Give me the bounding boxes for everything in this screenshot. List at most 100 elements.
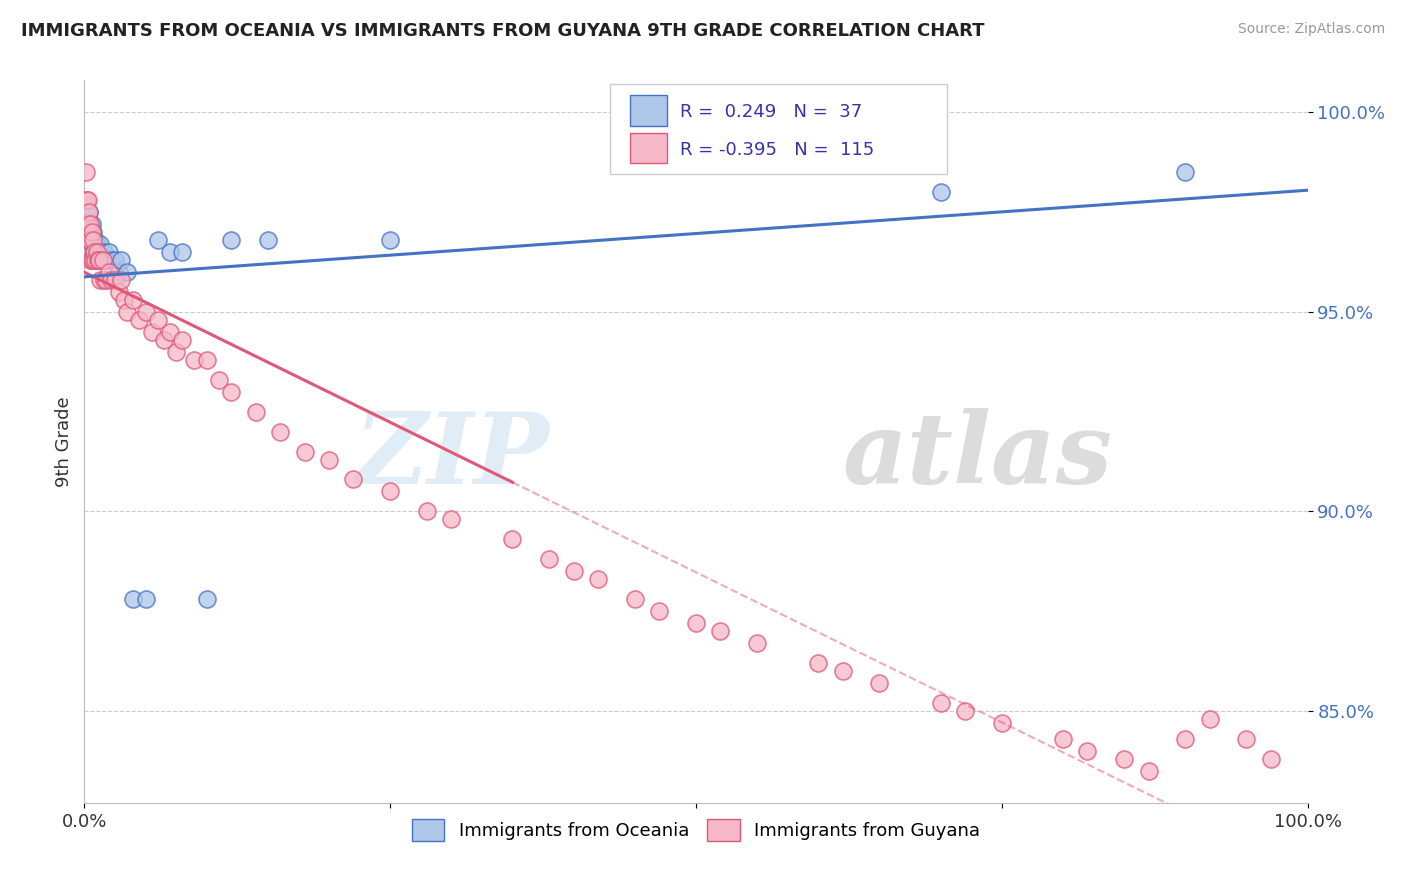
- Text: atlas: atlas: [842, 408, 1112, 504]
- Point: [75, 205, 97, 219]
- Point: [82, 252, 104, 267]
- Point: [195, 592, 218, 607]
- Point: [107, 285, 129, 299]
- Point: [219, 384, 242, 399]
- Point: [83, 244, 105, 259]
- Point: [84, 233, 107, 247]
- Point: [1076, 744, 1098, 758]
- Point: [502, 533, 524, 547]
- Point: [77, 233, 100, 247]
- Point: [77, 217, 100, 231]
- Point: [110, 273, 132, 287]
- Point: [122, 592, 145, 607]
- Point: [75, 165, 97, 179]
- Point: [153, 333, 176, 347]
- Point: [76, 233, 98, 247]
- Point: [807, 656, 830, 670]
- Point: [75, 217, 97, 231]
- Point: [146, 233, 169, 247]
- Point: [342, 473, 364, 487]
- Point: [77, 233, 100, 247]
- Point: [77, 205, 100, 219]
- Point: [135, 305, 157, 319]
- Point: [953, 704, 976, 718]
- Point: [1137, 764, 1160, 778]
- Point: [380, 233, 402, 247]
- Point: [318, 452, 340, 467]
- Point: [294, 444, 316, 458]
- Point: [83, 244, 105, 259]
- Point: [112, 293, 135, 307]
- Point: [380, 484, 402, 499]
- Point: [208, 373, 231, 387]
- Point: [1174, 731, 1197, 746]
- Point: [929, 185, 952, 199]
- Point: [76, 193, 98, 207]
- Text: Source: ZipAtlas.com: Source: ZipAtlas.com: [1237, 22, 1385, 37]
- Point: [76, 217, 98, 231]
- Point: [77, 205, 100, 219]
- Point: [416, 504, 439, 518]
- Point: [115, 265, 138, 279]
- Point: [991, 715, 1014, 730]
- Point: [84, 252, 107, 267]
- Point: [80, 252, 103, 267]
- Point: [82, 233, 104, 247]
- Point: [219, 233, 242, 247]
- Point: [159, 325, 181, 339]
- Point: [87, 244, 110, 259]
- FancyBboxPatch shape: [610, 84, 946, 174]
- Point: [79, 244, 101, 259]
- Point: [1260, 752, 1282, 766]
- Point: [685, 616, 707, 631]
- Point: [87, 252, 110, 267]
- Point: [586, 572, 609, 586]
- Text: IMMIGRANTS FROM OCEANIA VS IMMIGRANTS FROM GUYANA 9TH GRADE CORRELATION CHART: IMMIGRANTS FROM OCEANIA VS IMMIGRANTS FR…: [21, 22, 984, 40]
- Text: R =  0.249   N =  37: R = 0.249 N = 37: [681, 103, 862, 121]
- Legend: Immigrants from Oceania, Immigrants from Guyana: Immigrants from Oceania, Immigrants from…: [405, 812, 987, 848]
- Point: [562, 564, 585, 578]
- Point: [929, 696, 952, 710]
- Point: [245, 404, 267, 418]
- Point: [79, 225, 101, 239]
- Point: [269, 425, 291, 439]
- Point: [80, 225, 103, 239]
- Point: [747, 636, 769, 650]
- Point: [831, 664, 853, 678]
- Point: [84, 252, 107, 267]
- Point: [82, 225, 104, 239]
- Point: [538, 552, 561, 566]
- Point: [1114, 752, 1136, 766]
- Point: [107, 265, 129, 279]
- Point: [869, 676, 891, 690]
- Point: [172, 333, 194, 347]
- Point: [104, 273, 127, 287]
- Point: [709, 624, 731, 639]
- Point: [100, 273, 122, 287]
- Point: [91, 252, 114, 267]
- Point: [135, 592, 157, 607]
- Point: [104, 252, 127, 267]
- Point: [1052, 731, 1074, 746]
- Point: [624, 592, 647, 607]
- Point: [100, 252, 122, 267]
- Point: [87, 252, 110, 267]
- Point: [76, 225, 98, 239]
- Point: [89, 236, 111, 251]
- Point: [195, 352, 218, 367]
- Point: [86, 244, 108, 259]
- Text: ZIP: ZIP: [354, 408, 550, 504]
- Point: [79, 233, 101, 247]
- Point: [257, 233, 280, 247]
- Point: [77, 233, 100, 247]
- Point: [1198, 712, 1220, 726]
- Point: [77, 193, 100, 207]
- Point: [122, 293, 145, 307]
- Point: [79, 217, 101, 231]
- Point: [91, 252, 114, 267]
- Point: [1236, 731, 1258, 746]
- Point: [75, 193, 97, 207]
- Point: [96, 273, 118, 287]
- Y-axis label: 9th Grade: 9th Grade: [55, 396, 73, 487]
- Point: [87, 252, 110, 267]
